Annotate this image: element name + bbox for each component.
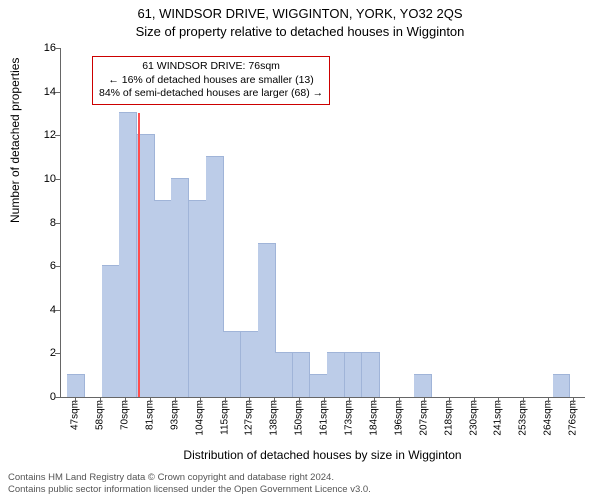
x-tick-label: 81sqm [144, 400, 155, 430]
y-tick-label: 8 [34, 217, 56, 229]
x-tick-label: 127sqm [244, 400, 255, 436]
footer-line1: Contains HM Land Registry data © Crown c… [8, 472, 371, 484]
x-tick-mark [100, 398, 101, 403]
x-tick-mark [175, 398, 176, 403]
y-tick-mark [55, 397, 60, 398]
x-tick-label: 276sqm [568, 400, 579, 436]
x-tick-label: 115sqm [219, 400, 230, 435]
histogram-bar [414, 374, 432, 397]
x-tick-label: 93sqm [169, 400, 180, 430]
y-tick-label: 14 [34, 86, 56, 98]
x-tick-label: 218sqm [443, 400, 454, 436]
y-tick-mark [55, 223, 60, 224]
x-tick-label: 104sqm [194, 400, 205, 436]
histogram-bar [102, 265, 120, 397]
x-tick-label: 70sqm [119, 400, 130, 430]
x-tick-mark [150, 398, 151, 403]
y-tick-label: 2 [34, 347, 56, 359]
histogram-bar [293, 352, 311, 397]
histogram-bar [327, 352, 345, 397]
x-axis-label: Distribution of detached houses by size … [60, 448, 585, 462]
y-tick-mark [55, 48, 60, 49]
footer-attribution: Contains HM Land Registry data © Crown c… [8, 472, 371, 496]
histogram-bar [171, 178, 189, 397]
histogram-bar [119, 112, 137, 397]
property-marker-line [138, 113, 140, 397]
x-tick-label: 161sqm [319, 400, 330, 436]
x-tick-mark [249, 398, 250, 403]
y-tick-label: 16 [34, 42, 56, 54]
y-tick-mark [55, 310, 60, 311]
x-tick-mark [274, 398, 275, 403]
x-tick-label: 264sqm [543, 400, 554, 436]
x-tick-mark [75, 398, 76, 403]
x-tick-mark [424, 398, 425, 403]
histogram-bar [206, 156, 224, 397]
chart-container: 61, WINDSOR DRIVE, WIGGINTON, YORK, YO32… [0, 0, 600, 500]
y-tick-mark [55, 135, 60, 136]
callout-line2: ← 16% of detached houses are smaller (13… [99, 74, 323, 88]
histogram-bar [154, 200, 172, 397]
x-tick-mark [349, 398, 350, 403]
x-tick-mark [548, 398, 549, 403]
x-tick-mark [449, 398, 450, 403]
histogram-bar [223, 331, 241, 397]
y-tick-mark [55, 179, 60, 180]
x-tick-mark [498, 398, 499, 403]
y-tick-label: 4 [34, 304, 56, 316]
histogram-bar [67, 374, 85, 397]
y-tick-label: 6 [34, 260, 56, 272]
x-tick-mark [573, 398, 574, 403]
histogram-bar [189, 200, 207, 397]
x-tick-label: 184sqm [368, 400, 379, 436]
y-tick-mark [55, 92, 60, 93]
y-tick-label: 10 [34, 173, 56, 185]
x-tick-label: 241sqm [493, 400, 504, 436]
callout-line3: 84% of semi-detached houses are larger (… [99, 87, 323, 101]
histogram-bar [275, 352, 293, 397]
histogram-bar [258, 243, 276, 397]
x-tick-label: 173sqm [344, 400, 355, 436]
x-tick-mark [474, 398, 475, 403]
histogram-bar [345, 352, 363, 397]
x-tick-mark [299, 398, 300, 403]
x-tick-mark [399, 398, 400, 403]
histogram-bar [310, 374, 328, 397]
y-tick-mark [55, 266, 60, 267]
x-tick-mark [324, 398, 325, 403]
y-axis-label: Number of detached properties [8, 58, 22, 223]
callout-line1: 61 WINDSOR DRIVE: 76sqm [99, 60, 323, 74]
x-tick-label: 138sqm [269, 400, 280, 436]
histogram-bar [553, 374, 571, 397]
x-tick-mark [523, 398, 524, 403]
x-tick-label: 230sqm [468, 400, 479, 436]
x-tick-mark [125, 398, 126, 403]
histogram-bar [362, 352, 380, 397]
x-tick-mark [200, 398, 201, 403]
x-tick-label: 47sqm [70, 400, 81, 430]
x-tick-mark [225, 398, 226, 403]
x-tick-label: 58sqm [95, 400, 106, 430]
x-tick-mark [374, 398, 375, 403]
y-tick-label: 12 [34, 129, 56, 141]
y-tick-mark [55, 353, 60, 354]
footer-line2: Contains public sector information licen… [8, 484, 371, 496]
x-tick-label: 196sqm [393, 400, 404, 436]
x-tick-label: 150sqm [294, 400, 305, 436]
histogram-bar [241, 331, 259, 397]
title-subtitle: Size of property relative to detached ho… [0, 24, 600, 39]
x-tick-label: 253sqm [518, 400, 529, 436]
x-tick-label: 207sqm [418, 400, 429, 436]
y-tick-label: 0 [34, 391, 56, 403]
property-callout: 61 WINDSOR DRIVE: 76sqm ← 16% of detache… [92, 56, 330, 105]
title-address: 61, WINDSOR DRIVE, WIGGINTON, YORK, YO32… [0, 6, 600, 21]
